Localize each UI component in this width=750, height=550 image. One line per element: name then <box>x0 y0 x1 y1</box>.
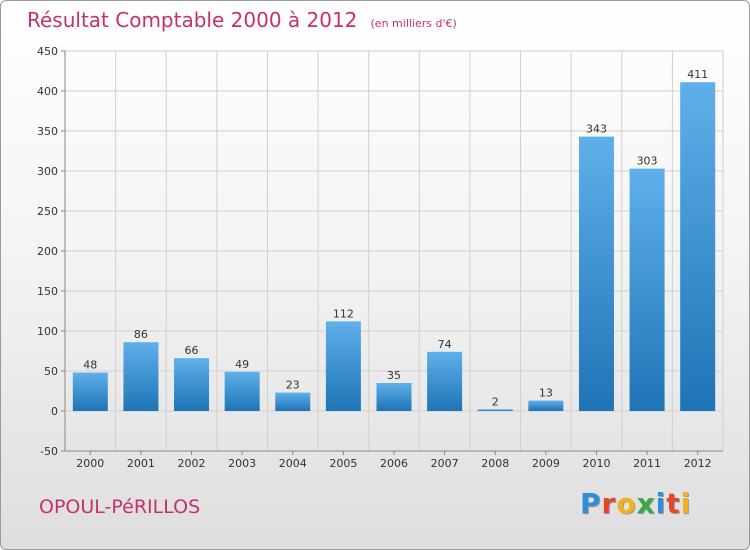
data-label: 66 <box>185 344 199 357</box>
data-label: 86 <box>134 328 148 341</box>
data-label: 35 <box>387 369 401 382</box>
logo-letter: i <box>680 487 692 520</box>
x-tick-label: 2010 <box>582 457 610 470</box>
proxiti-logo: Proxiti <box>580 487 691 520</box>
chart-title-unit: (en milliers d'€) <box>370 17 457 30</box>
x-tick-label: 2003 <box>228 457 256 470</box>
x-tick-label: 2008 <box>481 457 509 470</box>
y-tick-label: 200 <box>37 245 58 258</box>
x-tick-label: 2006 <box>380 457 408 470</box>
x-tick-label: 2004 <box>279 457 307 470</box>
x-tick-label: 2011 <box>633 457 661 470</box>
axes: -50 0 50 100 150 200 250 300 350 400 450 2000 2001 20… <box>37 45 723 470</box>
y-tick-label: -50 <box>40 445 58 458</box>
x-tick-label: 2012 <box>684 457 712 470</box>
data-label: 49 <box>235 358 249 371</box>
x-tick-label: 2009 <box>532 457 560 470</box>
data-label: 13 <box>539 387 553 400</box>
y-tick-label: 100 <box>37 325 58 338</box>
x-tick-label: 2002 <box>178 457 206 470</box>
x-tick-label: 2005 <box>329 457 357 470</box>
data-label: 48 <box>83 359 97 372</box>
data-label: 2 <box>492 395 499 408</box>
data-label: 112 <box>333 307 354 320</box>
y-tick-label: 250 <box>37 205 58 218</box>
bar <box>578 136 614 411</box>
data-label: 23 <box>286 379 300 392</box>
bar <box>275 392 311 411</box>
bar <box>528 400 564 411</box>
data-label: 74 <box>438 338 452 351</box>
data-label: 343 <box>586 123 607 136</box>
bars: 48 86 66 49 23 112 35 74 2 13 343 303 411 <box>72 68 716 411</box>
data-label: 303 <box>637 155 658 168</box>
bar <box>477 409 513 411</box>
y-tick-label: 350 <box>37 125 58 138</box>
bar <box>376 383 412 411</box>
y-tick-label: 450 <box>37 45 58 58</box>
bar <box>629 168 665 411</box>
logo-letter: t <box>666 487 681 520</box>
y-tick-label: 0 <box>51 405 58 418</box>
bar <box>427 351 463 411</box>
logo-letter: x <box>636 487 656 520</box>
bar <box>72 372 108 411</box>
logo-letter: o <box>616 487 637 520</box>
chart-title-main: Résultat Comptable 2000 à 2012 <box>27 8 358 32</box>
x-tick-label: 2001 <box>127 457 155 470</box>
logo-letter: i <box>655 487 667 520</box>
chart-title: Résultat Comptable 2000 à 2012 (en milli… <box>27 8 457 32</box>
bar <box>174 358 210 411</box>
y-tick-label: 400 <box>37 85 58 98</box>
x-tick-label: 2000 <box>76 457 104 470</box>
bar <box>123 342 159 411</box>
x-tick-label: 2007 <box>431 457 459 470</box>
logo-letter: P <box>580 487 602 520</box>
bar <box>224 371 260 411</box>
bar <box>325 321 361 411</box>
logo-letter: r <box>601 487 617 520</box>
y-tick-label: 50 <box>44 365 58 378</box>
commune-name: OPOUL-PéRILLOS <box>39 496 201 518</box>
y-tick-label: 300 <box>37 165 58 178</box>
bar <box>680 82 716 411</box>
y-tick-label: 150 <box>37 285 58 298</box>
data-label: 411 <box>687 68 708 81</box>
